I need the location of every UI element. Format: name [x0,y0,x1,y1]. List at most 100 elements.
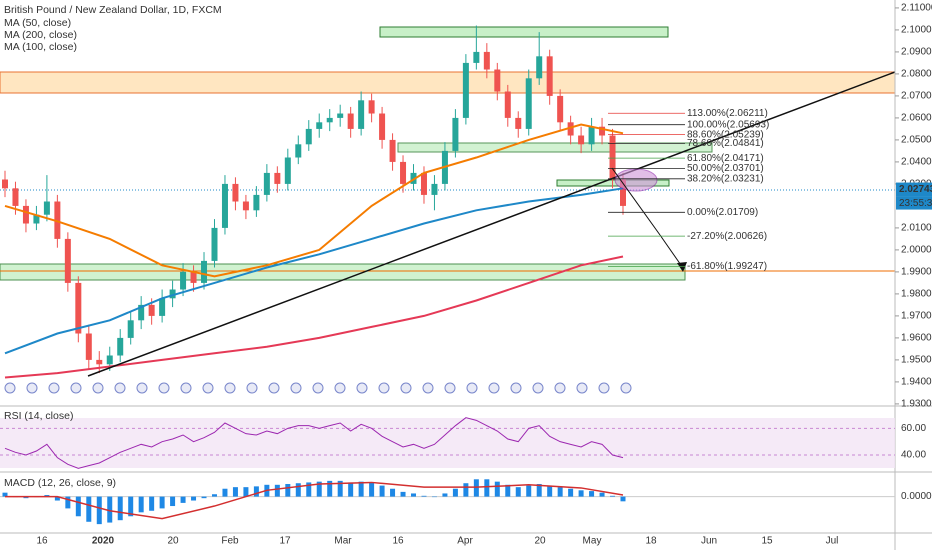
event-icon [92,382,104,394]
y-tick-label: 1.98000 [901,289,932,300]
event-icon [136,382,148,394]
fib-label: 100.00%(2.05693) [687,119,769,130]
arrowhead [677,262,687,272]
candle [515,117,522,129]
macd-bar [2,492,8,497]
macd-bar [180,496,186,503]
candle [316,122,323,129]
x-tick-label: 18 [645,536,657,547]
candle [96,359,103,365]
candle [337,113,344,118]
supply-zone [379,26,669,38]
x-tick-label: Jun [701,536,717,547]
candle [567,122,574,136]
macd-bar [390,488,396,497]
candle [284,157,291,184]
arrow [659,234,684,269]
candle [127,320,134,338]
event-icon [356,382,368,394]
x-tick-label: 2020 [92,536,115,547]
macd-tick-label: 0.00000 [901,491,932,502]
macd-bar [358,481,364,497]
fib-label: 78.60%(2.04841) [687,138,764,149]
macd-bar [568,488,574,497]
event-icon [334,382,346,394]
event-icon [312,382,324,394]
last-price-label: 2.02743 [899,184,932,195]
macd-bar [65,496,71,509]
macd-bar [327,480,333,497]
candle [347,113,354,129]
macd-bar [599,492,605,497]
macd-bar [473,479,479,497]
event-icon [444,382,456,394]
macd-bar [316,481,322,497]
macd-bar [201,496,207,499]
macd-bar [484,479,490,497]
y-tick-label: 1.97000 [901,311,932,322]
candle [483,51,490,70]
macd-bar [86,496,92,522]
event-icon [70,382,82,394]
macd-bar [515,487,521,497]
indicator-label: MA (50, close) [4,17,71,29]
macd-bar [159,496,165,509]
event-icon [26,382,38,394]
macd-bar [526,485,532,497]
rsi-tick-label: 60.00 [901,423,926,434]
candle [620,179,626,206]
fib-label: 50.00%(2.03701) [687,163,764,174]
candle [232,183,239,202]
macd-bar [610,495,616,497]
candle [54,201,61,239]
macd-bar [431,496,437,498]
macd-bar [411,493,417,497]
highlight [614,168,658,192]
candle [588,126,595,145]
event-icon [246,382,258,394]
macd-bar [421,495,427,497]
macd-bar [54,496,60,501]
candle [420,172,427,195]
y-tick-label: 2.00000 [901,245,932,256]
fib-label: 61.80%(2.04171) [687,153,764,164]
candle [295,144,302,158]
macd-bar [222,488,228,497]
macd-bar [620,496,626,502]
event-icon [224,382,236,394]
candle [22,205,29,224]
event-icon [488,382,500,394]
x-tick-label: Jul [826,536,839,547]
candle [452,117,459,151]
event-icon [290,382,302,394]
macd-bar [348,482,354,497]
event-icon [268,382,280,394]
macd-bar [23,496,29,499]
macd-bar [75,496,81,517]
candle [33,214,40,224]
macd-bar [369,482,375,497]
candle [12,188,19,206]
y-tick-label: 2.10000 [901,25,932,36]
candle [211,227,218,261]
fib-label: 113.00%(2.06211) [687,108,768,119]
event-icon [48,382,60,394]
indicator-label: MA (200, close) [4,29,77,41]
candle [462,62,469,118]
candle [169,289,176,299]
plot [2,25,626,379]
candle [546,56,553,96]
candle [368,100,375,114]
x-tick-label: 17 [279,536,291,547]
macd-bar [170,496,176,507]
moving-average [4,123,624,278]
candle [106,355,113,365]
event-icon [378,382,390,394]
resistance-zone [0,71,896,94]
rsi-tick-label: 40.00 [901,450,926,461]
last-price-tag [896,182,932,197]
candle [389,139,396,162]
event-icon [532,382,544,394]
candle [609,135,616,180]
macd-bar [211,494,217,497]
